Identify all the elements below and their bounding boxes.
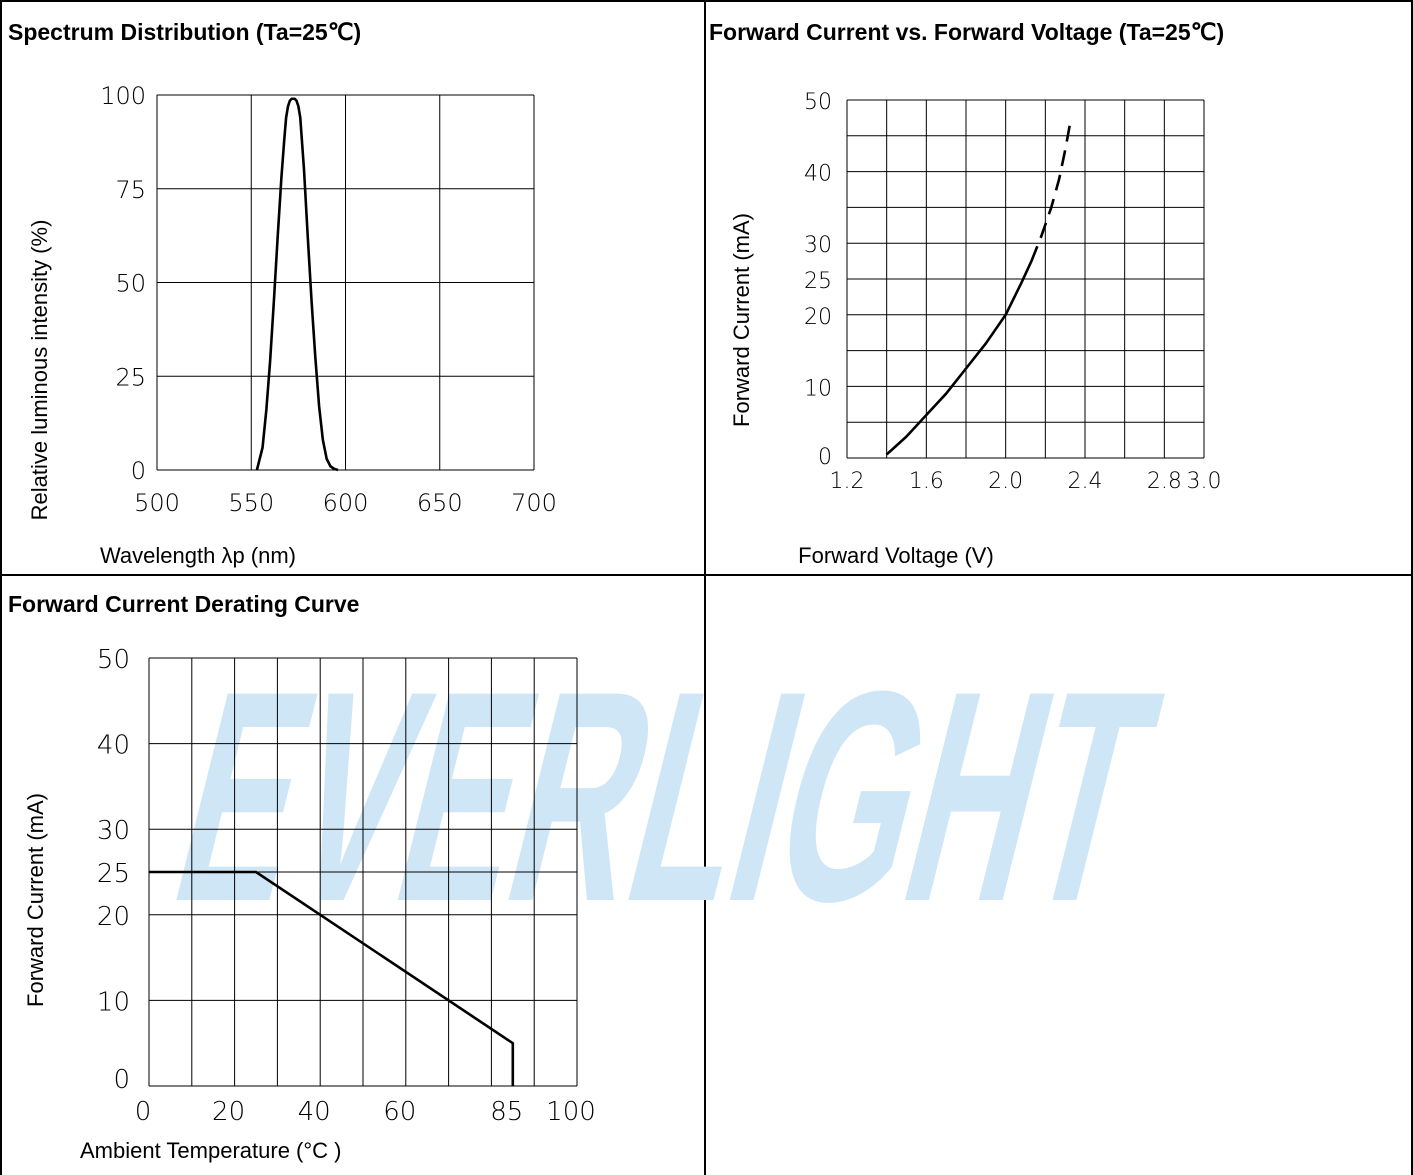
spectrum-y-tick-label: 50 bbox=[115, 270, 146, 298]
spectrum-x-tick-label: 650 bbox=[417, 489, 463, 517]
spectrum-y-tick-label: 75 bbox=[115, 176, 146, 204]
table-border-left bbox=[0, 0, 2, 1175]
iv-x-tick-label: 1.2 bbox=[830, 469, 865, 494]
iv-x-axis-label: Forward Voltage (V) bbox=[798, 543, 994, 568]
iv-y-tick-label: 30 bbox=[804, 233, 832, 258]
spectrum-x-tick-label: 500 bbox=[134, 489, 180, 517]
spectrum-x-tick-label: 600 bbox=[323, 489, 369, 517]
iv-series-line-solid bbox=[885, 260, 1033, 456]
iv-title: Forward Current vs. Forward Voltage (Ta=… bbox=[709, 19, 1225, 45]
iv-x-tick-label: 1.6 bbox=[909, 469, 944, 494]
derating-series-line bbox=[149, 870, 515, 1086]
spectrum-x-axis-label: Wavelength λp (nm) bbox=[100, 543, 296, 568]
derating-x-tick-label: 85 bbox=[490, 1097, 523, 1127]
iv-y-tick-label: 40 bbox=[804, 162, 832, 187]
derating-chart: 0 20 40 60 85 100 0 10 20 25 30 40 50 Ambient Tempera… bbox=[23, 645, 596, 1163]
derating-y-axis-label: Forward Current (mA) bbox=[23, 793, 48, 1007]
derating-y-tick-label: 30 bbox=[97, 816, 130, 846]
spectrum-y-axis-label: Relative luminous intensity (%) bbox=[27, 220, 52, 521]
table-border-top bbox=[0, 0, 1413, 2]
iv-y-tick-label: 0 bbox=[818, 445, 832, 470]
derating-x-tick-label: 0 bbox=[135, 1097, 152, 1127]
derating-y-tick-label: 10 bbox=[97, 987, 130, 1017]
iv-y-axis-label: Forward Current (mA) bbox=[729, 213, 754, 427]
iv-series-line-dashed bbox=[1030, 117, 1073, 262]
derating-x-tick-label: 40 bbox=[298, 1097, 331, 1127]
table-border-middle-vertical bbox=[704, 0, 706, 1175]
spectrum-y-tick-label: 0 bbox=[131, 457, 146, 485]
iv-y-tick-label: 20 bbox=[804, 305, 832, 330]
iv-y-tick-label: 50 bbox=[804, 90, 832, 115]
iv-x-tick-label: 2.4 bbox=[1068, 469, 1103, 494]
derating-y-tick-label: 40 bbox=[97, 731, 130, 761]
spectrum-x-tick-label: 550 bbox=[228, 489, 274, 517]
table-border-middle-horizontal bbox=[0, 574, 1413, 576]
iv-x-tick-label: 2.8 bbox=[1147, 469, 1182, 494]
iv-x-tick-label: 2.0 bbox=[988, 469, 1023, 494]
spectrum-title: Spectrum Distribution (Ta=25℃) bbox=[8, 19, 362, 45]
spectrum-y-tick-label: 25 bbox=[115, 363, 146, 391]
derating-y-tick-label: 20 bbox=[97, 902, 130, 932]
spectrum-y-tick-label: 100 bbox=[100, 82, 146, 110]
spectrum-series-line bbox=[255, 97, 339, 472]
spectrum-x-tick-label: 700 bbox=[511, 489, 557, 517]
derating-title: Forward Current Derating Curve bbox=[8, 591, 360, 617]
derating-x-tick-label: 100 bbox=[546, 1097, 596, 1127]
derating-x-axis-label: Ambient Temperature (°C ) bbox=[80, 1138, 342, 1163]
iv-y-tick-label: 25 bbox=[804, 269, 832, 294]
table-border-right bbox=[1411, 0, 1413, 1175]
derating-y-tick-label: 50 bbox=[97, 645, 130, 675]
derating-y-tick-label: 25 bbox=[97, 859, 130, 889]
iv-x-tick-label: 3.0 bbox=[1187, 469, 1222, 494]
derating-x-tick-label: 20 bbox=[212, 1097, 245, 1127]
iv-y-tick-label: 10 bbox=[804, 376, 832, 401]
derating-x-tick-label: 60 bbox=[383, 1097, 416, 1127]
iv-chart: 1.2 1.6 2.0 2.4 2.8 3.0 0 10 20 25 30 40 50 Forward V… bbox=[729, 90, 1222, 568]
derating-y-tick-label: 0 bbox=[113, 1065, 130, 1095]
spectrum-chart: 500 550 600 650 700 0 25 50 75 100 Wavelength λp (… bbox=[27, 82, 557, 568]
